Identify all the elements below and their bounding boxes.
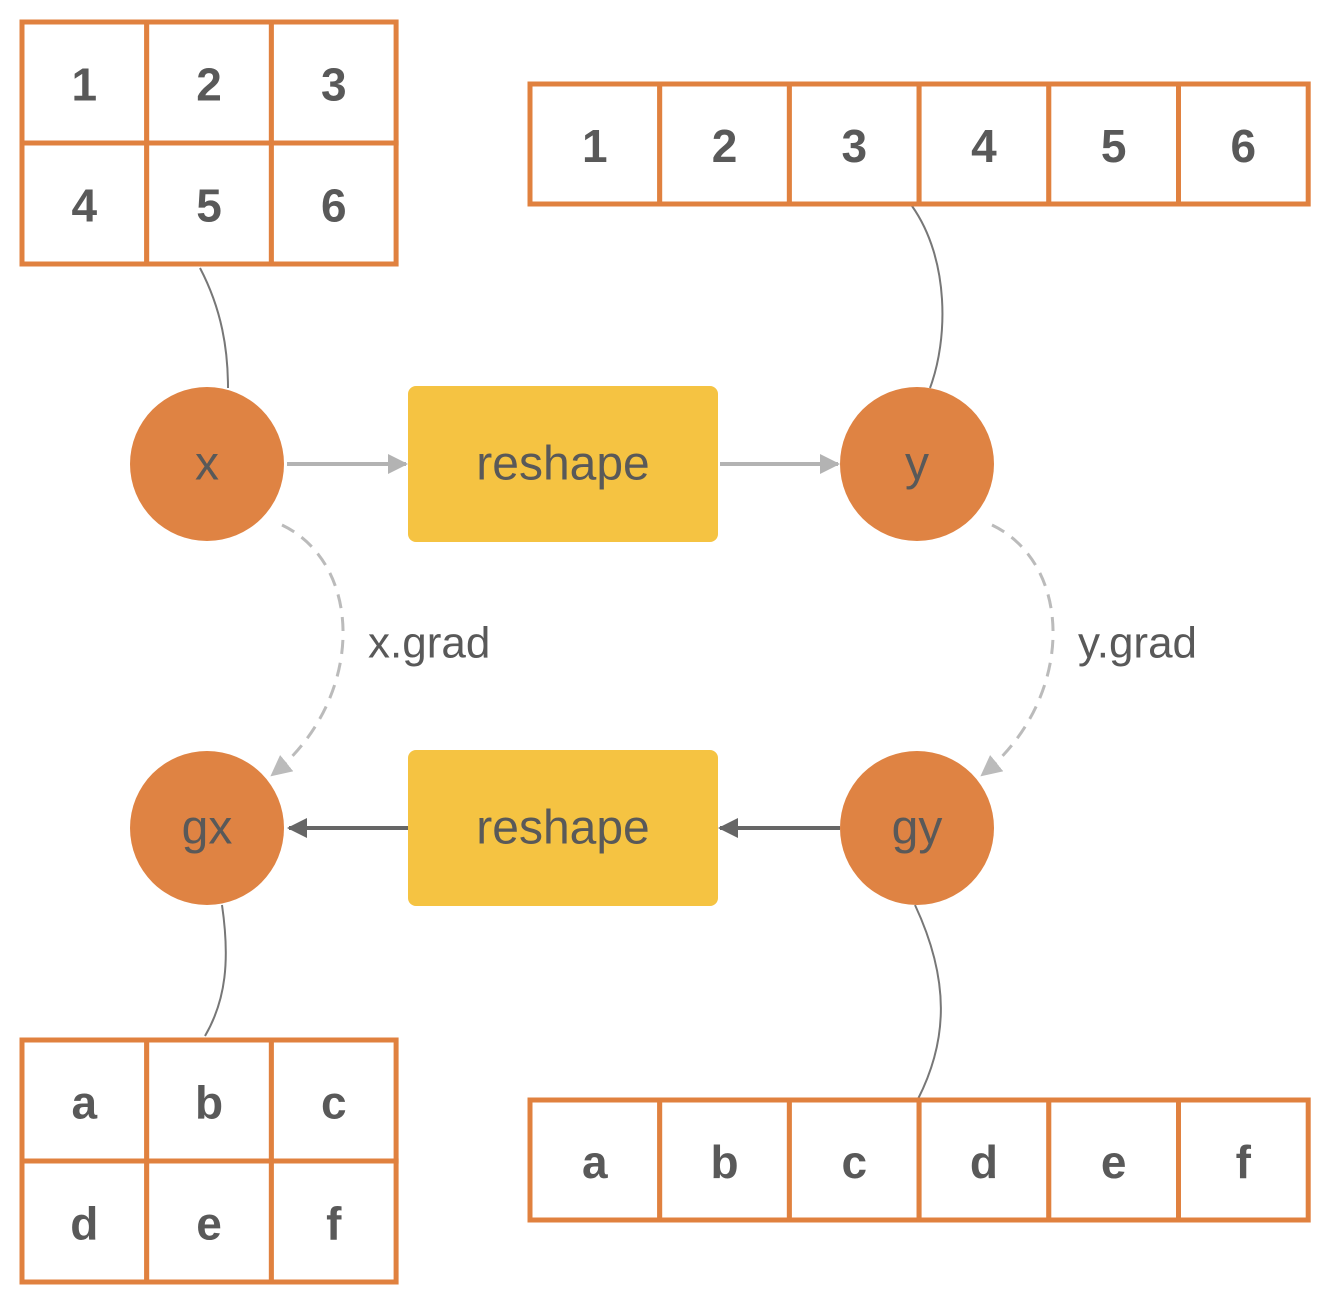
cell-text: a [582, 1136, 608, 1188]
cell [144, 1158, 274, 1285]
cell [1046, 81, 1182, 207]
edge-label: x.grad [368, 619, 490, 668]
cell [1046, 1097, 1182, 1223]
cell-text: 4 [72, 180, 98, 232]
cell-text: b [710, 1136, 738, 1188]
connector [199, 267, 229, 389]
cell [19, 19, 150, 146]
cell-text: 2 [712, 120, 738, 172]
function-label: reshape [476, 802, 649, 855]
cell-text: e [196, 1198, 222, 1250]
cell [144, 140, 274, 267]
edge-label: y.grad [1078, 619, 1197, 668]
cell-text: 1 [72, 59, 98, 111]
cell [916, 81, 1052, 207]
cell [268, 1037, 399, 1164]
cell [1176, 81, 1311, 207]
grad-arrow [270, 523, 345, 777]
function-box [408, 750, 718, 906]
connectors [199, 205, 944, 1100]
cell-text: 6 [321, 180, 347, 232]
node-label: x [195, 438, 219, 491]
cell-text: e [1101, 1136, 1127, 1188]
cell [527, 81, 663, 207]
cell [19, 140, 150, 267]
cell-text: f [326, 1198, 342, 1250]
cell [144, 1037, 274, 1164]
cell [268, 1158, 399, 1285]
cell [657, 81, 792, 207]
cell-text: 2 [196, 59, 222, 111]
flow-arrows [287, 454, 840, 838]
node [130, 387, 284, 541]
cell-text: a [72, 1077, 98, 1129]
cell-text: 3 [841, 120, 867, 172]
grad-arrow [980, 523, 1055, 777]
node-label: y [905, 438, 929, 491]
node [840, 387, 994, 541]
cell-text: b [195, 1077, 223, 1129]
node [840, 751, 994, 905]
function-box [408, 386, 718, 542]
cell-text: 5 [1101, 120, 1127, 172]
cell-text: 5 [196, 180, 222, 232]
function-label: reshape [476, 438, 649, 491]
cell-text: d [70, 1198, 98, 1250]
node [130, 751, 284, 905]
cell-text: d [970, 1136, 998, 1188]
node-label: gx [182, 802, 233, 855]
cell [527, 1097, 663, 1223]
cell-text: f [1236, 1136, 1252, 1188]
cell-text: 1 [582, 120, 608, 172]
cell [1176, 1097, 1311, 1223]
cell-text: 4 [971, 120, 997, 172]
connector [914, 904, 942, 1100]
cell-text: c [321, 1077, 347, 1129]
cell [268, 140, 399, 267]
cell-text: 6 [1231, 120, 1257, 172]
connector [911, 205, 944, 389]
grad-arrows [270, 523, 1055, 777]
cell-text: c [841, 1136, 867, 1188]
cell-text: 3 [321, 59, 347, 111]
connector [204, 904, 227, 1037]
node-label: gy [892, 802, 943, 855]
